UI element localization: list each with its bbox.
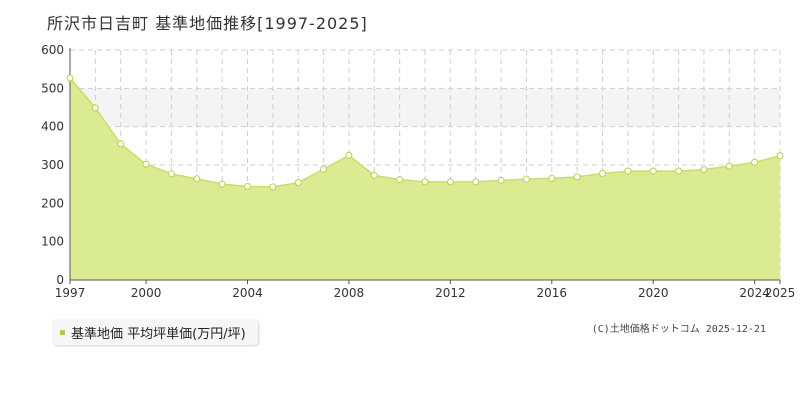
data-point xyxy=(345,151,353,159)
y-tick-label: 200 xyxy=(41,196,64,210)
data-point xyxy=(624,167,632,175)
data-point xyxy=(218,180,226,188)
credit-text: (C)土地価格ドットコム 2025-12-21 xyxy=(591,324,766,335)
data-point xyxy=(751,158,759,166)
chart-title: 所沢市日吉町 基準地価推移[1997-2025] xyxy=(47,14,368,33)
data-point xyxy=(472,178,480,186)
data-point xyxy=(497,176,505,184)
data-point xyxy=(91,104,99,112)
data-point xyxy=(193,175,201,183)
x-tick-label: 2016 xyxy=(537,286,568,300)
series-area xyxy=(70,77,780,280)
data-point xyxy=(700,166,708,174)
data-point xyxy=(446,178,454,186)
data-point xyxy=(599,169,606,177)
x-tick-label: 2004 xyxy=(232,286,263,300)
y-tick-label: 0 xyxy=(56,273,64,287)
x-tick-label: 2025 xyxy=(765,286,796,300)
data-point xyxy=(776,152,784,160)
y-tick-label: 400 xyxy=(41,120,64,134)
x-tick-label: 2012 xyxy=(435,286,466,300)
data-point xyxy=(675,167,683,175)
data-point xyxy=(649,167,657,175)
data-point xyxy=(167,170,175,178)
data-point xyxy=(117,140,125,148)
data-point xyxy=(421,178,429,186)
legend-label: 基準地価 平均坪単価(万円/坪) xyxy=(71,326,246,342)
data-point xyxy=(396,176,404,184)
x-tick-label: 2000 xyxy=(131,286,162,300)
y-tick-label: 300 xyxy=(41,158,64,172)
x-tick-label: 2008 xyxy=(334,286,365,300)
y-tick-label: 100 xyxy=(41,235,64,249)
x-tick-label: 2024 xyxy=(739,286,770,300)
data-point xyxy=(269,183,277,191)
data-point xyxy=(725,162,733,170)
data-point xyxy=(294,179,302,187)
data-point xyxy=(142,160,150,168)
data-point xyxy=(548,174,556,182)
data-point xyxy=(370,171,378,179)
data-point xyxy=(244,182,251,190)
data-point xyxy=(522,175,530,183)
data-point xyxy=(320,165,328,173)
x-tick-label: 2020 xyxy=(638,286,669,300)
x-tick-label: 1997 xyxy=(55,286,86,300)
y-tick-label: 500 xyxy=(41,81,64,95)
data-point xyxy=(573,173,581,181)
y-tick-label: 600 xyxy=(41,43,64,57)
legend-marker-icon xyxy=(60,329,65,335)
legend: 基準地価 平均坪単価(万円/坪) xyxy=(52,319,258,345)
data-point xyxy=(66,74,74,82)
